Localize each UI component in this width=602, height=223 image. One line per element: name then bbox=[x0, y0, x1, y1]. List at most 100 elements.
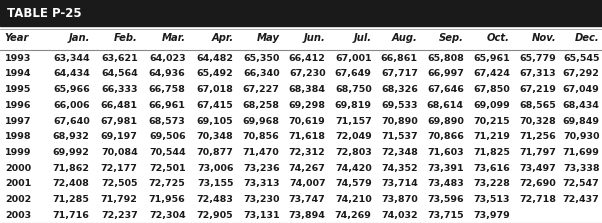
Text: 65,545: 65,545 bbox=[563, 54, 600, 63]
Text: 74,579: 74,579 bbox=[335, 179, 371, 188]
Text: 70,866: 70,866 bbox=[427, 132, 464, 141]
Text: 2003: 2003 bbox=[5, 211, 31, 220]
Text: 72,905: 72,905 bbox=[197, 211, 234, 220]
Text: 71,956: 71,956 bbox=[149, 195, 185, 204]
Text: 74,007: 74,007 bbox=[289, 179, 326, 188]
Text: 69,533: 69,533 bbox=[381, 101, 418, 110]
Text: 69,849: 69,849 bbox=[563, 116, 600, 126]
Text: 63,344: 63,344 bbox=[53, 54, 90, 63]
Text: 73,747: 73,747 bbox=[289, 195, 326, 204]
Text: 73,155: 73,155 bbox=[197, 179, 234, 188]
Text: 1995: 1995 bbox=[5, 85, 31, 94]
Text: 73,596: 73,596 bbox=[427, 195, 464, 204]
Text: 67,646: 67,646 bbox=[427, 85, 464, 94]
Text: 66,861: 66,861 bbox=[380, 54, 418, 63]
Text: 73,230: 73,230 bbox=[243, 195, 279, 204]
Text: 71,537: 71,537 bbox=[381, 132, 418, 141]
Text: 65,966: 65,966 bbox=[53, 85, 90, 94]
Text: 68,750: 68,750 bbox=[335, 85, 371, 94]
Text: 64,564: 64,564 bbox=[101, 69, 138, 78]
Text: 70,084: 70,084 bbox=[101, 148, 138, 157]
Text: 67,049: 67,049 bbox=[563, 85, 600, 94]
Text: 71,285: 71,285 bbox=[53, 195, 90, 204]
Text: 74,420: 74,420 bbox=[335, 164, 371, 173]
Text: 1997: 1997 bbox=[5, 116, 31, 126]
Text: 72,312: 72,312 bbox=[289, 148, 326, 157]
Text: May: May bbox=[256, 33, 279, 43]
Text: 67,649: 67,649 bbox=[335, 69, 371, 78]
Text: 70,328: 70,328 bbox=[520, 116, 556, 126]
Text: 72,483: 72,483 bbox=[197, 195, 234, 204]
Text: Aug.: Aug. bbox=[392, 33, 418, 43]
Text: 71,219: 71,219 bbox=[473, 132, 510, 141]
Text: 70,877: 70,877 bbox=[197, 148, 234, 157]
Text: 67,219: 67,219 bbox=[519, 85, 556, 94]
Text: 73,979: 73,979 bbox=[473, 211, 510, 220]
Text: 65,492: 65,492 bbox=[197, 69, 234, 78]
Text: 66,758: 66,758 bbox=[149, 85, 185, 94]
Text: 67,415: 67,415 bbox=[197, 101, 234, 110]
Text: 70,856: 70,856 bbox=[243, 132, 279, 141]
Text: 74,032: 74,032 bbox=[381, 211, 418, 220]
Text: 70,619: 70,619 bbox=[289, 116, 326, 126]
Text: 72,177: 72,177 bbox=[101, 164, 138, 173]
Text: 73,391: 73,391 bbox=[427, 164, 464, 173]
Text: 71,618: 71,618 bbox=[288, 132, 326, 141]
Text: 1996: 1996 bbox=[5, 101, 31, 110]
Text: 72,237: 72,237 bbox=[101, 211, 138, 220]
Text: 66,340: 66,340 bbox=[243, 69, 279, 78]
Text: Oct.: Oct. bbox=[487, 33, 510, 43]
Text: 71,716: 71,716 bbox=[53, 211, 90, 220]
Text: 73,236: 73,236 bbox=[243, 164, 279, 173]
Text: Mar.: Mar. bbox=[161, 33, 185, 43]
Text: 65,350: 65,350 bbox=[243, 54, 279, 63]
Text: 68,932: 68,932 bbox=[53, 132, 90, 141]
Text: 72,501: 72,501 bbox=[149, 164, 185, 173]
Text: 74,267: 74,267 bbox=[289, 164, 326, 173]
Text: 64,434: 64,434 bbox=[53, 69, 90, 78]
Text: 72,348: 72,348 bbox=[381, 148, 418, 157]
Text: Jun.: Jun. bbox=[304, 33, 326, 43]
Text: Dec.: Dec. bbox=[575, 33, 600, 43]
Text: 67,292: 67,292 bbox=[563, 69, 600, 78]
Text: 72,718: 72,718 bbox=[519, 195, 556, 204]
Text: 67,981: 67,981 bbox=[101, 116, 138, 126]
Text: 68,384: 68,384 bbox=[288, 85, 326, 94]
Text: 72,690: 72,690 bbox=[520, 179, 556, 188]
Text: 66,481: 66,481 bbox=[101, 101, 138, 110]
Text: 73,715: 73,715 bbox=[427, 211, 464, 220]
Text: Nov.: Nov. bbox=[532, 33, 556, 43]
Text: 73,131: 73,131 bbox=[243, 211, 279, 220]
Text: 72,803: 72,803 bbox=[335, 148, 371, 157]
Text: 69,890: 69,890 bbox=[427, 116, 464, 126]
Text: 72,725: 72,725 bbox=[149, 179, 185, 188]
Text: 66,333: 66,333 bbox=[101, 85, 138, 94]
Text: 67,313: 67,313 bbox=[520, 69, 556, 78]
Text: 74,352: 74,352 bbox=[381, 164, 418, 173]
Text: 73,006: 73,006 bbox=[197, 164, 234, 173]
Text: 71,792: 71,792 bbox=[101, 195, 138, 204]
Text: 1993: 1993 bbox=[5, 54, 31, 63]
Text: 72,505: 72,505 bbox=[101, 179, 138, 188]
Text: 71,862: 71,862 bbox=[53, 164, 90, 173]
Text: 65,961: 65,961 bbox=[473, 54, 510, 63]
Text: 72,304: 72,304 bbox=[149, 211, 185, 220]
Text: 73,497: 73,497 bbox=[520, 164, 556, 173]
Text: 69,197: 69,197 bbox=[101, 132, 138, 141]
Text: 65,779: 65,779 bbox=[520, 54, 556, 63]
Text: Jan.: Jan. bbox=[69, 33, 90, 43]
Text: 69,506: 69,506 bbox=[149, 132, 185, 141]
Text: 66,961: 66,961 bbox=[149, 101, 185, 110]
Text: Sep.: Sep. bbox=[439, 33, 464, 43]
Text: 70,890: 70,890 bbox=[381, 116, 418, 126]
Text: 2001: 2001 bbox=[5, 179, 31, 188]
Text: 73,338: 73,338 bbox=[563, 164, 600, 173]
Text: 73,483: 73,483 bbox=[427, 179, 464, 188]
Text: 63,621: 63,621 bbox=[101, 54, 138, 63]
Text: 2002: 2002 bbox=[5, 195, 31, 204]
Text: 69,819: 69,819 bbox=[335, 101, 371, 110]
Text: 1994: 1994 bbox=[5, 69, 31, 78]
Text: 68,258: 68,258 bbox=[243, 101, 279, 110]
Text: 73,870: 73,870 bbox=[381, 195, 418, 204]
Text: 67,230: 67,230 bbox=[289, 69, 326, 78]
